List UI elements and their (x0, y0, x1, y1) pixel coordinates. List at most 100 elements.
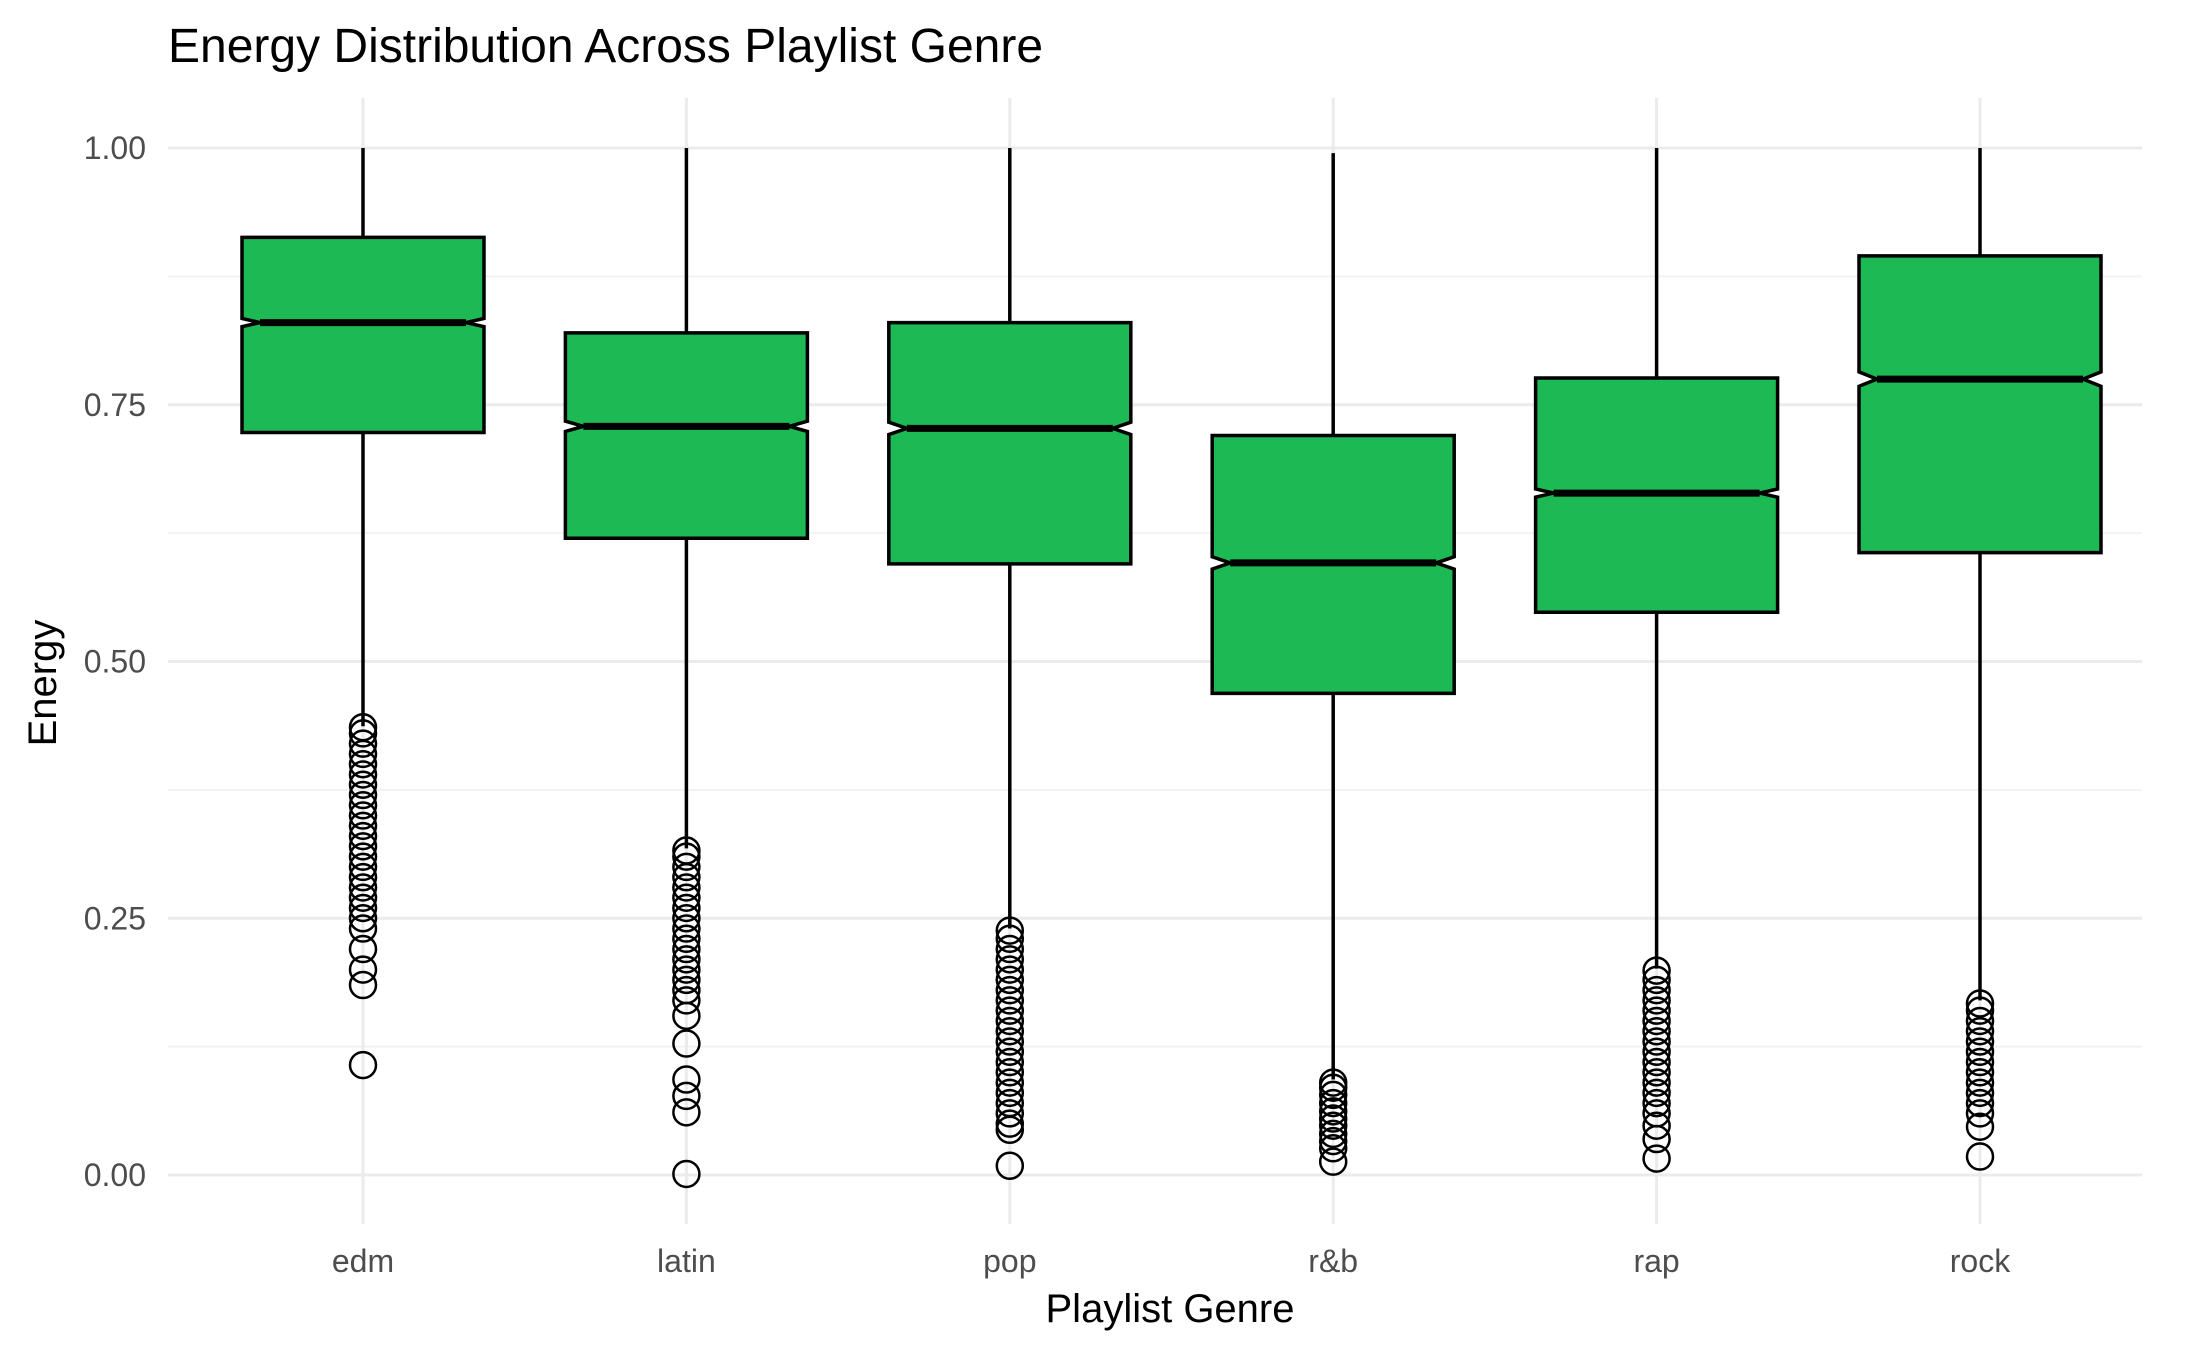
outlier-point (348, 739, 378, 769)
outlier-point (348, 873, 378, 902)
outlier-point (672, 873, 701, 902)
outlier-point (672, 883, 701, 912)
outlier-point (1965, 1068, 1995, 1097)
outlier-point (1642, 1078, 1671, 1108)
outlier-point (348, 770, 378, 799)
notched-box (887, 320, 1133, 566)
x-tick-label: pop (983, 1243, 1036, 1279)
outlier-point (1642, 956, 1671, 985)
outlier-point (348, 719, 378, 748)
outliers-latin (672, 836, 701, 1189)
outlier-point (1965, 1047, 1995, 1077)
box-rock (1857, 148, 2103, 1001)
outlier-point (672, 914, 701, 943)
x-axis-title: Playlist Genre (1046, 1287, 1295, 1331)
outlier-point (348, 883, 378, 912)
outlier-point (1642, 1144, 1671, 1173)
box-latin (563, 148, 810, 849)
outlier-point (1965, 1142, 1995, 1171)
outlier-point (995, 945, 1025, 974)
outlier-point (995, 916, 1025, 945)
outlier-point (1965, 1088, 1995, 1118)
outlier-point (348, 842, 378, 871)
outlier-point (348, 904, 378, 933)
outlier-point (672, 1098, 701, 1127)
outlier-point (1642, 986, 1671, 1015)
outlier-point (672, 955, 701, 984)
outlier-point (1318, 1088, 1348, 1118)
outlier-point (995, 924, 1025, 954)
outlier-point (672, 924, 701, 954)
outlier-point (1318, 1126, 1348, 1156)
x-tick-label: latin (657, 1243, 716, 1279)
outlier-point (1318, 1119, 1348, 1149)
outlier-point (995, 934, 1025, 964)
outlier-point (672, 862, 701, 892)
outlier-point (1642, 1037, 1671, 1067)
outlier-point (1965, 1006, 1995, 1036)
outlier-point (1642, 996, 1671, 1025)
outlier-point (1965, 1112, 1995, 1141)
x-tick-label: rock (1950, 1243, 2011, 1279)
outlier-point (348, 1050, 378, 1080)
outlier-point (348, 801, 378, 830)
outlier-point (672, 1081, 701, 1111)
outlier-point (1642, 1124, 1671, 1154)
outlier-point (995, 1006, 1025, 1036)
outlier-point (348, 749, 378, 779)
outlier-point (1965, 1058, 1995, 1087)
outlier-point (995, 1016, 1025, 1046)
outliers-edm (348, 712, 378, 1080)
outlier-point (995, 1109, 1025, 1138)
outlier-point (1318, 1147, 1348, 1176)
outlier-point (1642, 975, 1671, 1005)
outlier-point (995, 1151, 1025, 1181)
outlier-point (1318, 1073, 1348, 1102)
outlier-point (1642, 1016, 1671, 1046)
outlier-point (995, 1047, 1025, 1077)
outlier-point (348, 893, 378, 923)
y-axis-title: Energy (21, 620, 65, 747)
outlier-point (1642, 1088, 1671, 1118)
notched-box (563, 331, 810, 541)
box-series (240, 148, 2103, 1080)
outlier-point (348, 760, 378, 789)
outlier-point (672, 945, 701, 974)
outlier-point (672, 986, 701, 1015)
outlier-point (1318, 1134, 1348, 1163)
outlier-point (1642, 1047, 1671, 1077)
outlier-point (1318, 1080, 1348, 1110)
box-edm (240, 148, 486, 727)
y-tick-label: 0.50 (84, 644, 146, 680)
outlier-series (348, 712, 1995, 1189)
y-tick-label: 0.75 (84, 387, 146, 423)
x-tick-label: r&b (1308, 1243, 1358, 1279)
outlier-point (995, 1068, 1025, 1097)
outlier-point (1965, 1027, 1995, 1056)
outlier-point (348, 970, 378, 1000)
outlier-point (1642, 1058, 1671, 1087)
outlier-point (672, 1065, 701, 1094)
outlier-point (995, 1099, 1025, 1128)
outlier-point (672, 842, 701, 871)
outlier-point (1318, 1104, 1348, 1133)
outlier-point (348, 955, 378, 984)
outlier-point (348, 914, 378, 943)
outlier-point (995, 1037, 1025, 1067)
outlier-point (348, 780, 378, 810)
outlier-point (1965, 1016, 1995, 1046)
box-pop (887, 148, 1133, 929)
outlier-point (1642, 1068, 1671, 1097)
outlier-point (995, 1078, 1025, 1108)
outlier-point (348, 934, 378, 964)
outlier-point (1965, 989, 1995, 1018)
outlier-point (1965, 1099, 1995, 1128)
y-tick-label: 0.25 (84, 900, 146, 936)
box-rap (1533, 148, 1780, 969)
x-axis-ticks: edm latin pop r&b rap rock (332, 1243, 2011, 1279)
x-tick-label: edm (332, 1243, 394, 1279)
outlier-point (995, 965, 1025, 995)
outlier-point (995, 1027, 1025, 1056)
outlier-point (348, 852, 378, 882)
